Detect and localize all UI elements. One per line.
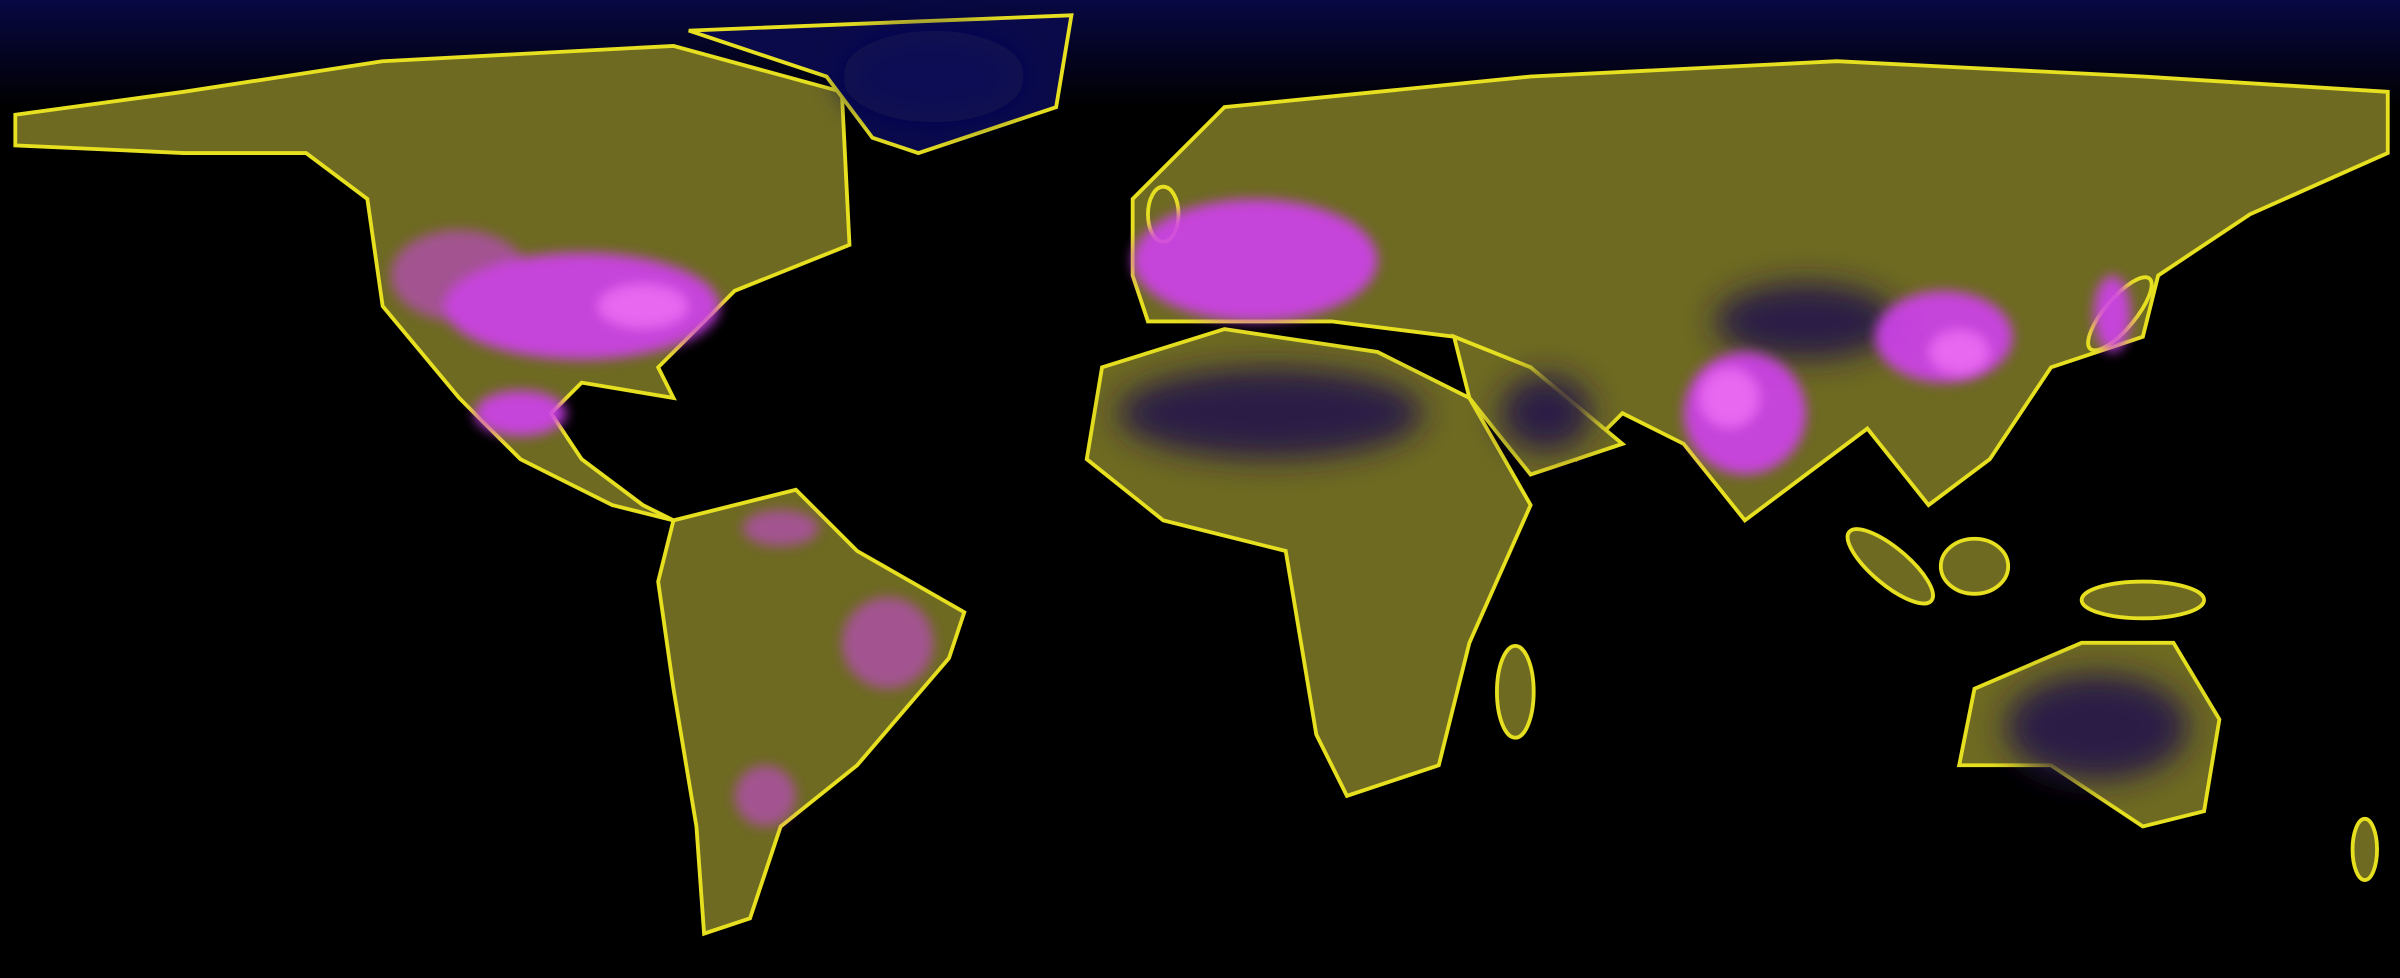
new-zealand (2350, 816, 2379, 882)
borneo (1938, 536, 2011, 596)
deserts (841, 30, 2189, 781)
density-cores (596, 283, 1990, 429)
sumatra (1845, 527, 1935, 606)
new-guinea (2079, 579, 2206, 621)
madagascar (1495, 643, 1536, 740)
